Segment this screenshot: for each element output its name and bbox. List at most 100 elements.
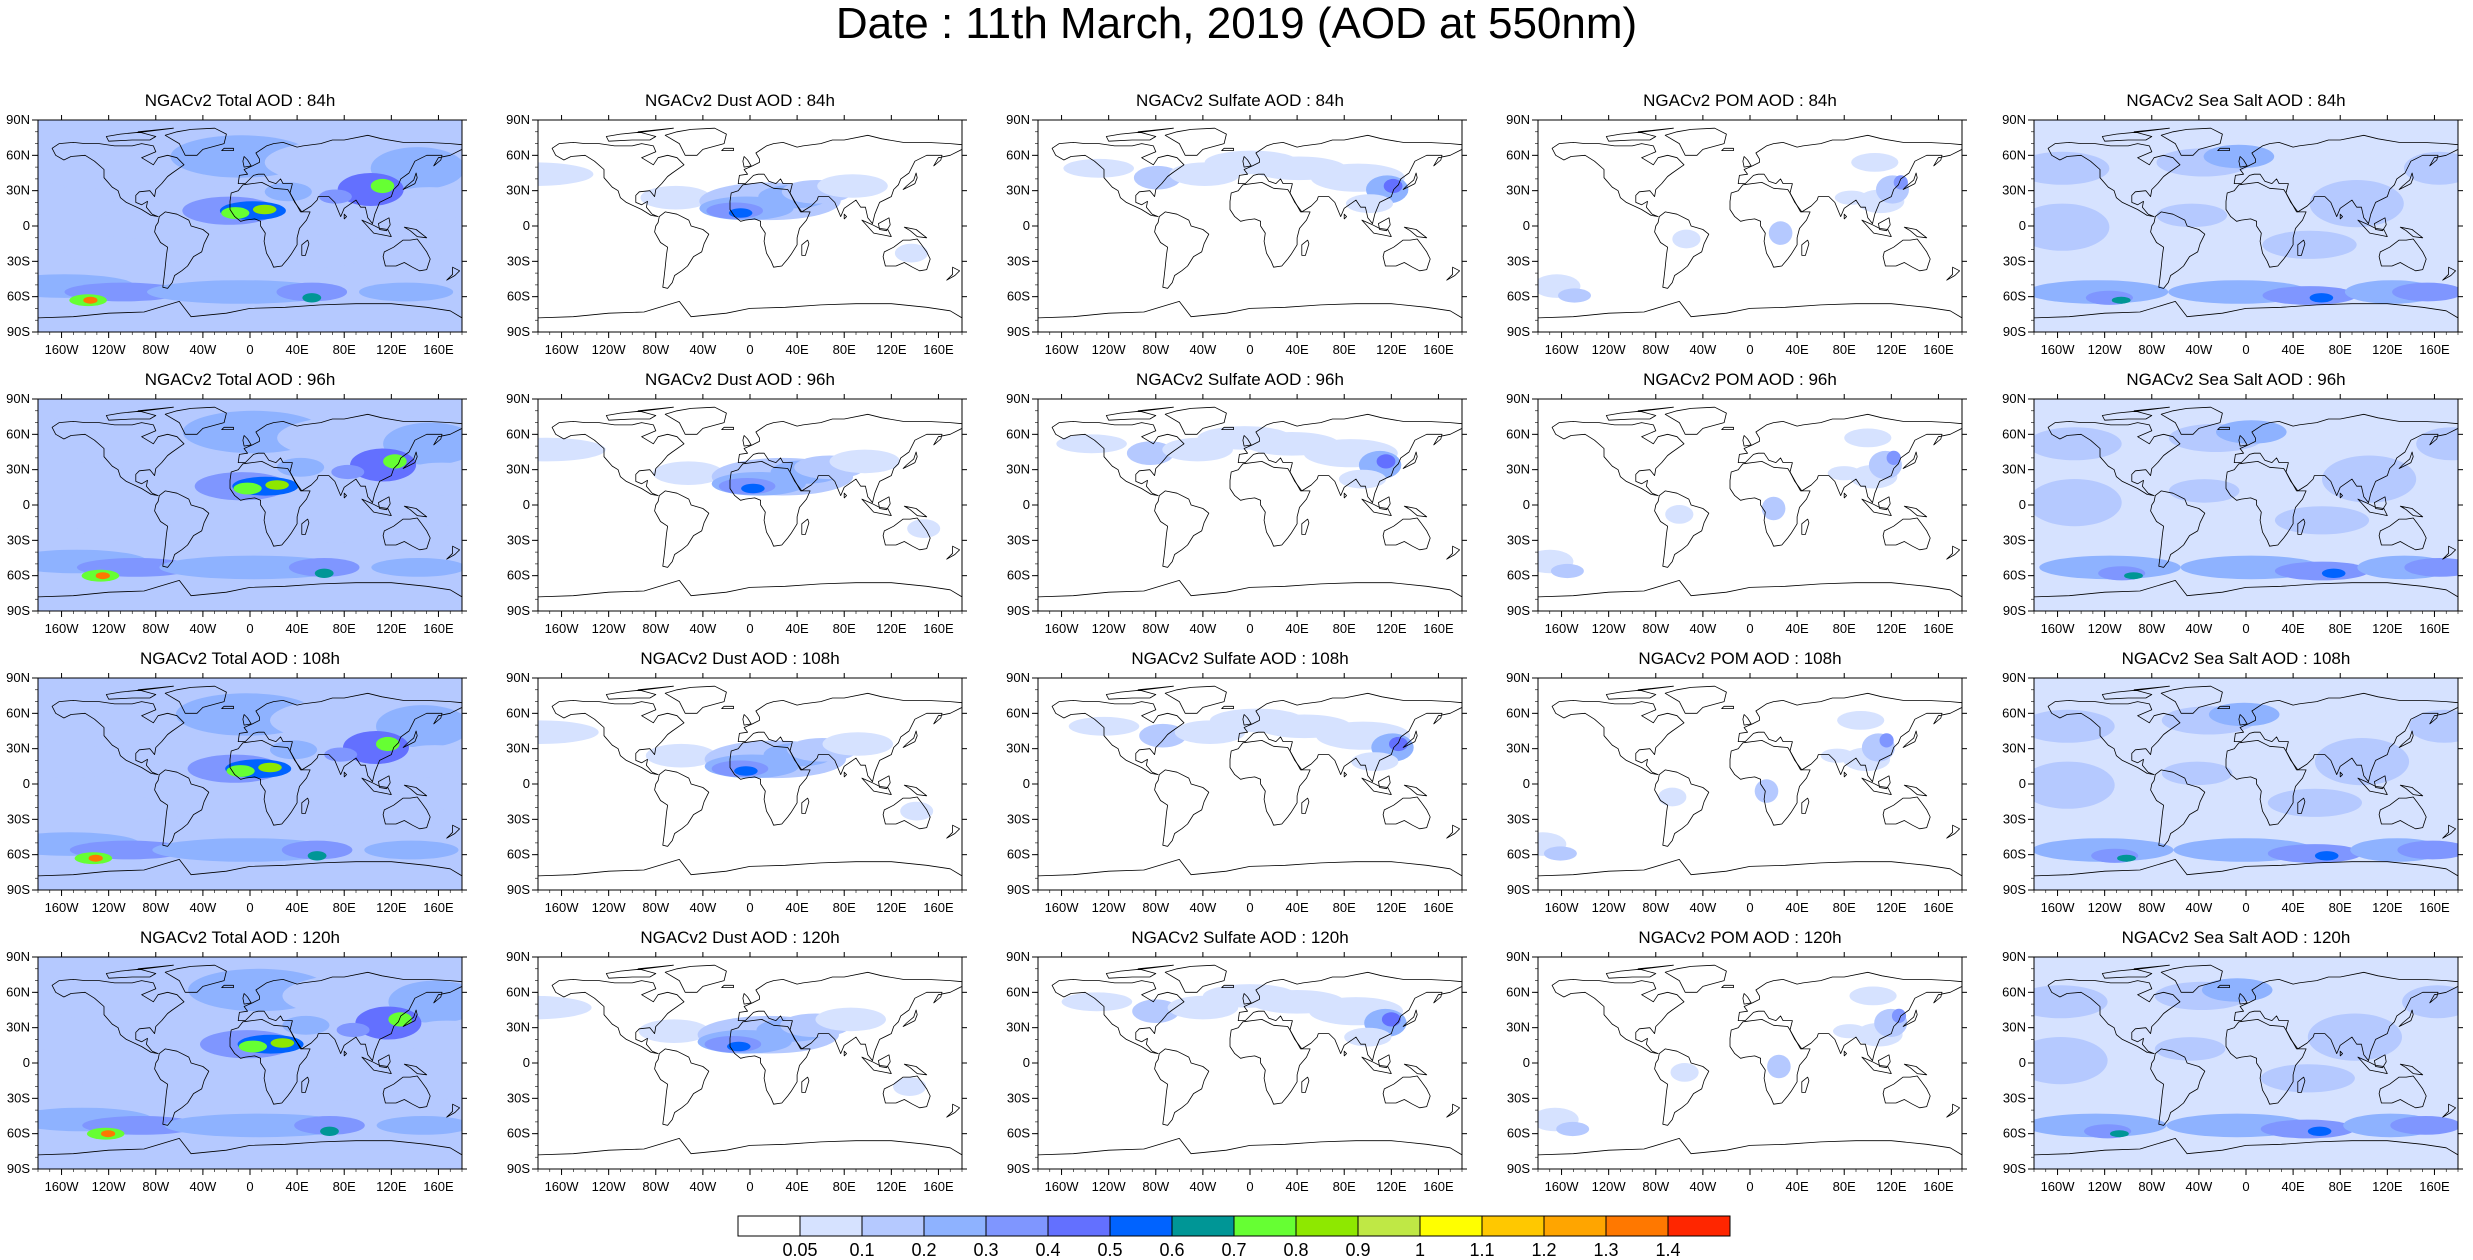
coastline-arctic-islands	[2101, 964, 2170, 979]
coastline-africa	[229, 1019, 311, 1105]
coastlines	[538, 127, 962, 332]
lat-tick-label: 60N	[6, 984, 30, 999]
panel-title: NGACv2 Total AOD : 120h	[139, 928, 340, 947]
coastline-south-america	[1154, 1048, 1210, 1126]
coastline-borneo	[877, 1054, 891, 1069]
lon-tick-label: 40E	[286, 342, 309, 357]
aod-plume	[38, 970, 200, 1022]
aod-plume	[1886, 450, 1901, 465]
coastline-africa	[2225, 1019, 2307, 1105]
lon-tick-label: 40E	[2282, 342, 2305, 357]
lat-tick-label: 60N	[1006, 984, 1030, 999]
coastline-madagascar	[301, 797, 310, 814]
aod-map: 160W 120W 80W 40W 0 40E 80E 120E 160E 90N 60N 30N 0 3…	[2002, 670, 2463, 915]
figure-title: Date : 11th March, 2019 (AOD at 550nm)	[835, 0, 1638, 48]
panel-title: NGACv2 Total AOD : 108h	[139, 649, 340, 668]
coastline-africa	[1229, 461, 1311, 547]
coastline-antarctica	[1538, 858, 1962, 890]
lon-tick-label: 120E	[376, 342, 407, 357]
lat-tick-label: 0	[1523, 776, 1530, 791]
coastline-north-america	[551, 142, 685, 217]
coastline-australia	[882, 238, 931, 272]
coastline-new-zealand	[2442, 824, 2457, 839]
coastline-south-america	[1654, 211, 1710, 289]
lat-tick-label: 30N	[1006, 741, 1030, 756]
lon-tick-label: 120E	[376, 900, 407, 915]
coastline-antarctica	[1038, 579, 1462, 611]
coastline-south-america	[654, 1048, 710, 1126]
colorbar-label: 0.1	[849, 1240, 874, 1260]
coastline-antarctica	[1538, 579, 1962, 611]
coastline-arctic-islands	[605, 964, 674, 979]
lon-tick-label: 0	[746, 1179, 753, 1194]
lon-tick-label: 160W	[1045, 1179, 1080, 1194]
lat-tick-label: 90N	[1006, 670, 1030, 685]
colorbar-label: 0.05	[782, 1240, 817, 1260]
coastline-japan	[2398, 1009, 2414, 1027]
aod-plume	[2117, 854, 2136, 862]
lat-tick-label: 60N	[1506, 984, 1530, 999]
aod-plume	[2262, 230, 2357, 259]
coastline-south-america	[1654, 1048, 1710, 1126]
lat-tick-label: 30S	[2003, 253, 2026, 268]
aod-plume	[38, 187, 124, 221]
lat-tick-label: 60S	[507, 568, 530, 583]
coastline-north-america	[1051, 142, 1185, 217]
lon-tick-label: 160E	[423, 900, 454, 915]
lon-tick-label: 120E	[376, 1179, 407, 1194]
aod-field	[1538, 399, 1962, 611]
colorbar-bin	[1667, 1215, 1731, 1237]
coastline-south-america	[154, 211, 210, 289]
coastline-japan	[2398, 730, 2414, 748]
aod-plume	[388, 1012, 413, 1027]
coastline-greenland	[164, 964, 227, 993]
coastline-new-zealand	[2442, 266, 2457, 281]
lat-tick-label: 90S	[7, 603, 30, 618]
aod-plume	[88, 854, 103, 862]
coastline-iceland	[1721, 426, 1734, 430]
coastline-eurasia	[737, 134, 962, 224]
coastlines	[1038, 964, 1462, 1169]
lat-tick-label: 90S	[7, 324, 30, 339]
coastline-new-guinea	[2399, 784, 2424, 797]
lon-tick-label: 160E	[1923, 1179, 1954, 1194]
aod-background	[538, 678, 962, 890]
aod-plume	[359, 282, 454, 302]
map-panel: NGACv2 POM AOD : 96h 160W 120W 80W 40W 0 40E 80…	[1500, 371, 1980, 636]
aod-plume	[1345, 194, 1394, 213]
coastline-britain	[1742, 435, 1752, 447]
coastline-indonesia	[1861, 777, 1892, 796]
aod-plume	[900, 801, 934, 821]
coastline-arctic-islands	[1105, 406, 1174, 421]
lon-tick-label: 0	[1746, 342, 1753, 357]
lon-tick-label: 120W	[1092, 342, 1127, 357]
coastline-eurasia	[1737, 413, 1962, 503]
lat-tick-label: 60S	[7, 568, 30, 583]
coastline-borneo	[877, 496, 891, 511]
coastline-new-guinea	[2399, 226, 2424, 239]
map-panel: NGACv2 Sulfate AOD : 108h 160W 120W 80W 40W 0…	[1000, 650, 1480, 915]
lon-tick-label: 160W	[545, 621, 580, 636]
panel-title: NGACv2 Sea Salt AOD : 120h	[2121, 928, 2351, 947]
lat-tick-label: 60S	[507, 847, 530, 862]
coastline-arctic-islands	[1605, 964, 1674, 979]
lat-tick-label: 90N	[2002, 949, 2026, 964]
lon-tick-label: 0	[1246, 1179, 1253, 1194]
aod-map: 160W 120W 80W 40W 0 40E 80E 120E 160E 90N 60N 30N 0 3…	[506, 670, 967, 915]
aod-plume	[1338, 469, 1387, 489]
coastline-madagascar	[301, 518, 310, 535]
lon-tick-label: 120W	[1092, 900, 1127, 915]
lon-tick-label: 160E	[2419, 342, 2450, 357]
aod-plume	[82, 1070, 177, 1099]
coastline-japan	[1402, 172, 1418, 190]
aod-map: 160W 120W 80W 40W 0 40E 80E 120E 160E 90N 60N 30N 0 3…	[6, 112, 467, 357]
lon-tick-label: 40E	[1286, 900, 1309, 915]
coastline-south-america	[2150, 769, 2206, 847]
panel-title: NGACv2 Total AOD : 96h	[144, 370, 336, 389]
coastline-iceland	[721, 147, 734, 151]
coastline-africa	[1729, 740, 1811, 826]
lon-tick-label: 40W	[1690, 621, 1717, 636]
coastline-iceland	[1221, 426, 1234, 430]
aod-plume	[817, 174, 888, 198]
aod-plume	[1834, 190, 1868, 205]
